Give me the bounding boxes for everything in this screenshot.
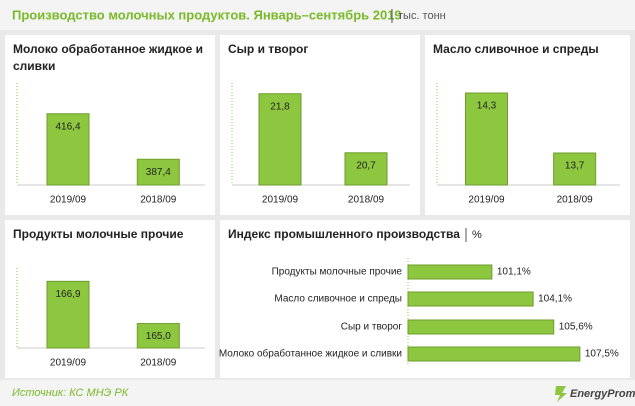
y-tick-label: Масло сливочное и спреды [274,294,402,305]
value-label: 14,3 [477,101,497,112]
y-tick-label: Продукты молочные прочие [272,267,403,278]
brand-logo [555,386,567,402]
value-label: 21,8 [270,101,290,112]
value-label: 104,1% [538,294,572,305]
x-tick-label: 2019/09 [50,358,87,369]
bar [46,280,90,349]
x-tick-label: 2019/09 [468,195,505,206]
chart-title: Продукты молочные прочие [13,227,184,241]
bar [407,264,493,280]
bar [344,152,388,186]
bar [407,291,534,307]
value-label: 107,5% [585,349,619,360]
chart-title: Сыр и творог [228,42,309,56]
x-tick-label: 2018/09 [557,195,594,206]
value-label: 13,7 [565,161,585,172]
page-title: Производство молочных продуктов. Январь–… [12,7,402,22]
page-unit: тыс. тонн [398,10,446,22]
footer-band [0,380,635,406]
chart-title: Индекс промышленного производства [228,227,460,241]
panel [5,220,215,378]
header-band [0,0,635,30]
y-tick-label: Сыр и творог [341,322,403,333]
bar [258,93,302,186]
source: Источник: КС МНЭ РК [12,387,129,399]
value-label: 166,9 [55,289,80,300]
chart-title: Масло сливочное и спреды [433,42,599,56]
bar [136,323,180,349]
x-tick-label: 2018/09 [348,195,385,206]
bar [136,158,180,186]
x-tick-label: 2019/09 [50,195,87,206]
value-label: 165,0 [146,331,171,342]
value-label: 416,4 [55,121,80,132]
chart-unit: % [472,229,482,241]
panel [220,35,420,215]
bar [407,346,581,362]
bar [46,113,90,186]
panel [425,35,630,215]
x-tick-label: 2019/09 [262,195,299,206]
x-tick-label: 2018/09 [140,358,177,369]
value-label: 387,4 [146,167,171,178]
bar [465,92,508,186]
bar [553,152,597,186]
bar [407,319,555,335]
value-label: 105,6% [559,322,593,333]
chart-title: Молоко обработанное жидкое и сливки [13,42,203,73]
value-label: 20,7 [356,160,376,171]
brand: EnergyProm [570,388,635,400]
value-label: 101,1% [497,267,531,278]
y-tick-label: Молоко обработанное жидкое и сливки [219,348,402,360]
x-tick-label: 2018/09 [140,195,177,206]
